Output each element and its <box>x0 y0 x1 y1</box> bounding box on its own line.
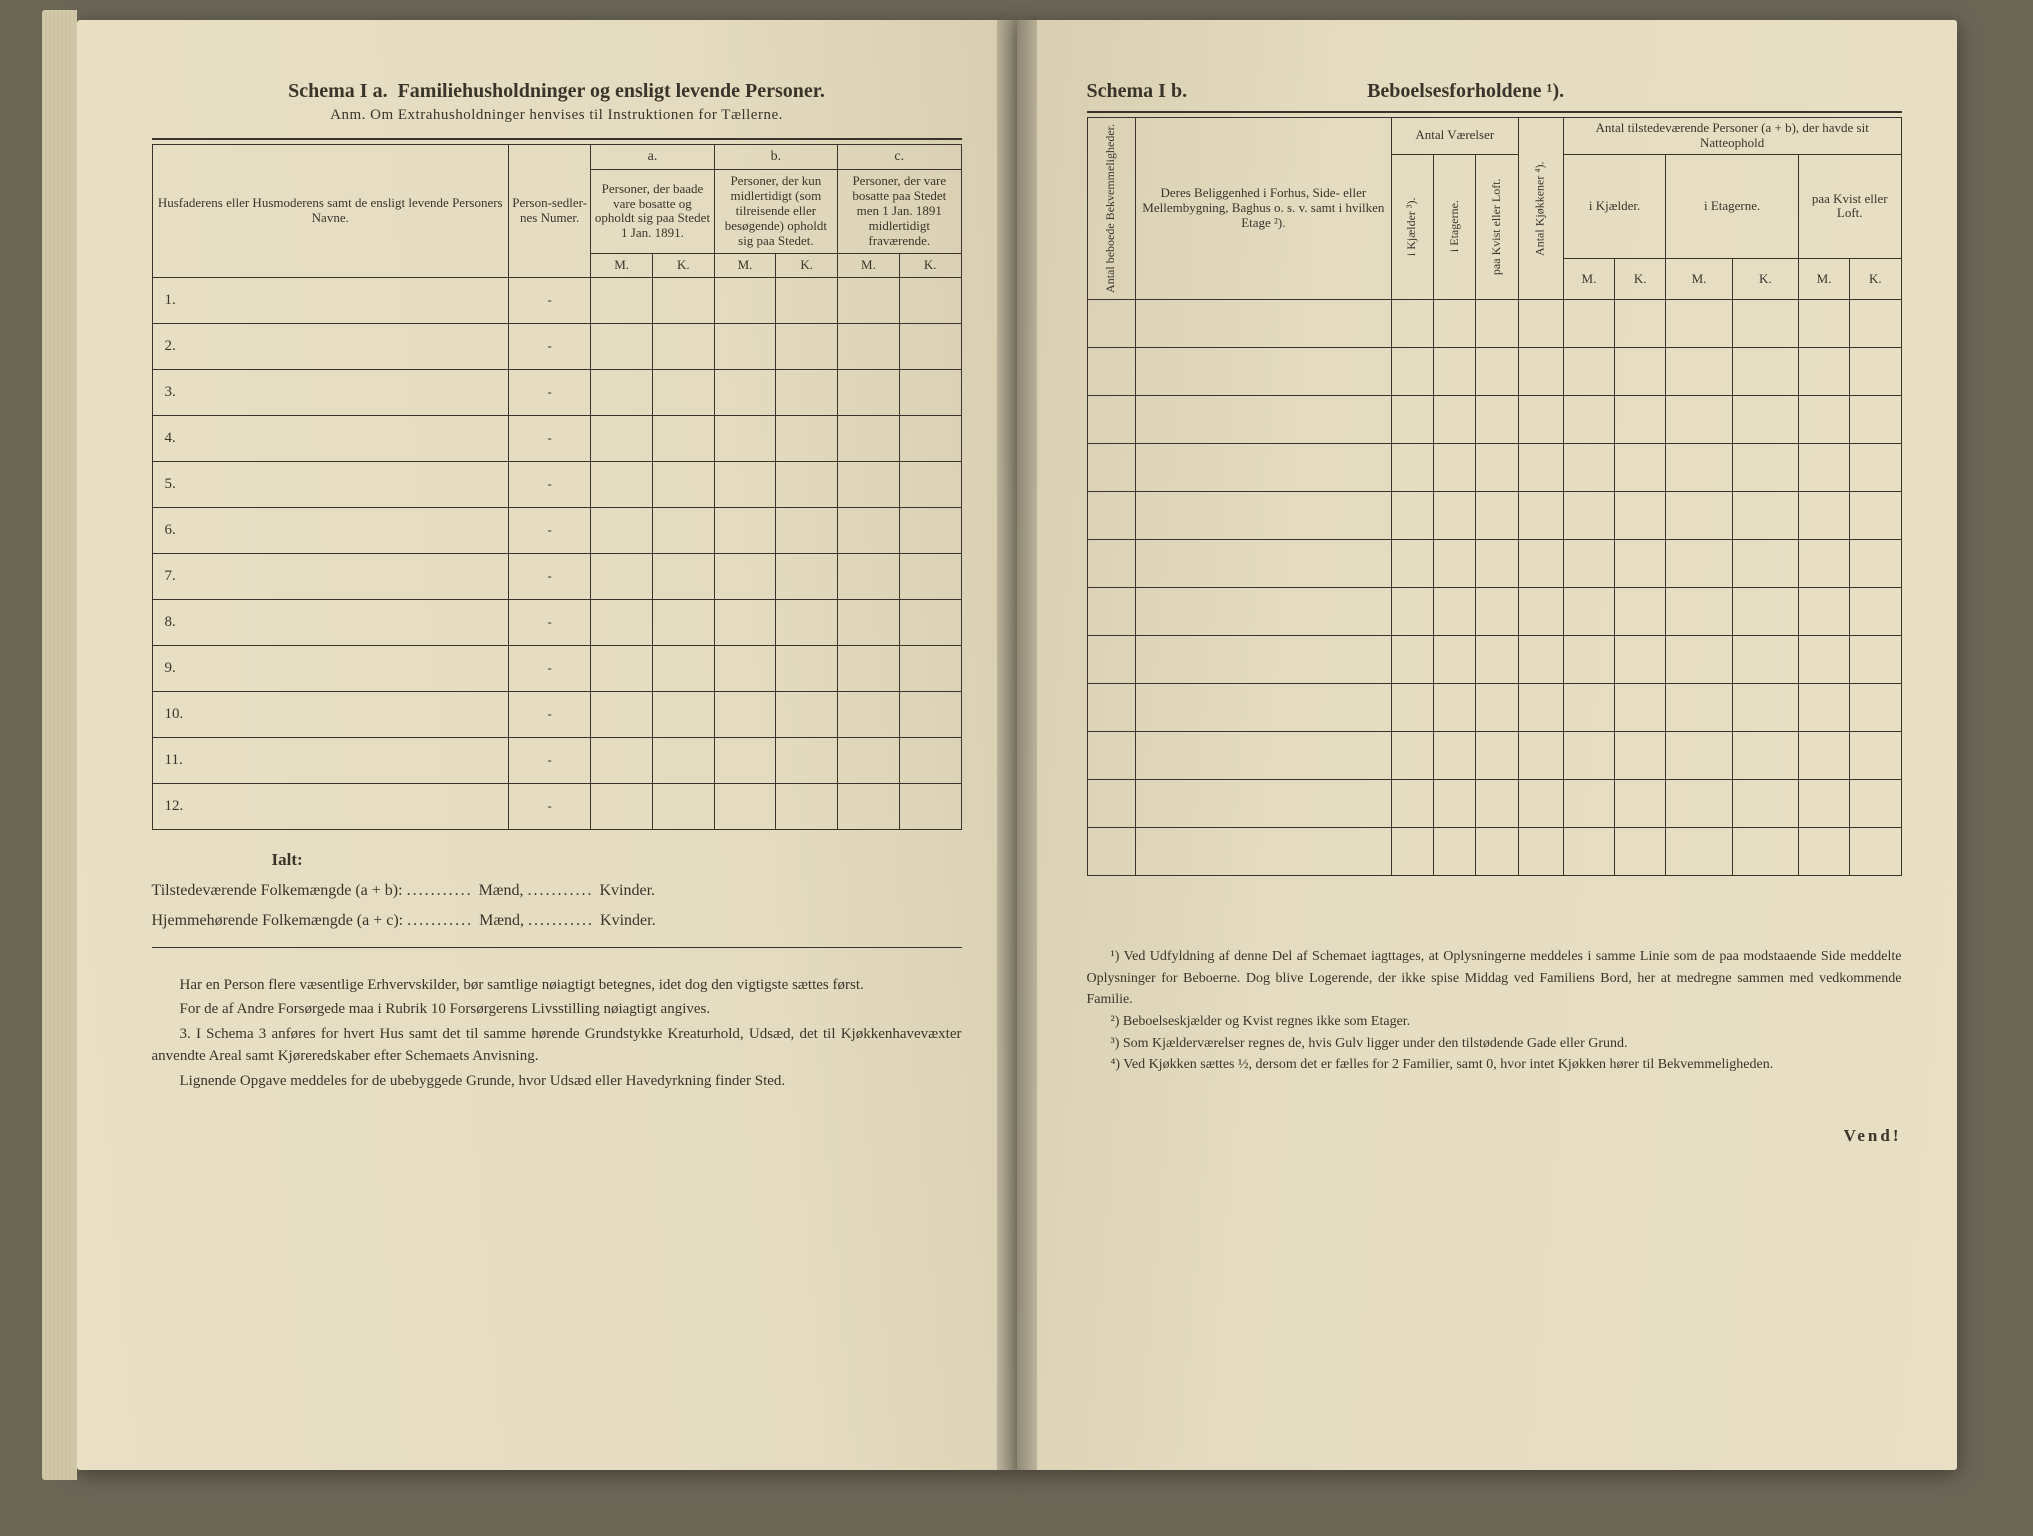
col-a-k: K. <box>652 253 714 277</box>
footnote-1: ¹) Ved Udfyldning af denne Del af Schema… <box>1087 946 1902 1011</box>
note-1: Har en Person flere væsentlige Erhvervsk… <box>152 974 962 997</box>
col-b-k: K. <box>776 253 838 277</box>
group-b: b. <box>714 145 837 170</box>
table-row: 7.- <box>152 553 961 599</box>
left-notes: Har en Person flere væsentlige Erhvervsk… <box>152 974 962 1093</box>
p-kj-m: M. <box>1563 259 1614 300</box>
col-beliggenhed: Deres Beliggenhed i Forhus, Side- eller … <box>1135 118 1391 300</box>
col-b-desc: Personer, der kun midlertidigt (som tilr… <box>714 170 837 254</box>
note-2: For de af Andre Forsørgede maa i Rubrik … <box>152 998 962 1021</box>
table-row <box>1087 827 1901 875</box>
col-p-kjaelder: i Kjælder. <box>1563 154 1666 258</box>
table-row <box>1087 587 1901 635</box>
p-et-k: K. <box>1732 259 1798 300</box>
col-v-kjaelder: i Kjælder ³). <box>1391 154 1433 299</box>
table-row: 8.- <box>152 599 961 645</box>
table-row <box>1087 731 1901 779</box>
col-a-desc: Personer, der baade vare bosatte og opho… <box>591 170 714 254</box>
schema-1b-title: Beboelsesforholdene ¹). <box>1367 80 1564 103</box>
table-row: 1.- <box>152 277 961 323</box>
table-row <box>1087 635 1901 683</box>
page-stack-edge <box>42 10 77 1480</box>
table-row: 6.- <box>152 507 961 553</box>
table-row <box>1087 779 1901 827</box>
table-row: 11.- <box>152 737 961 783</box>
left-page: Schema I a. Familiehusholdninger og ensl… <box>77 20 1017 1470</box>
vend-label: Vend! <box>1087 1126 1902 1146</box>
table-row <box>1087 683 1901 731</box>
note-3: 3. I Schema 3 anføres for hvert Hus samt… <box>152 1023 962 1068</box>
col-v-etagerne: i Etagerne. <box>1434 154 1476 299</box>
group-c: c. <box>838 145 961 170</box>
table-row: 4.- <box>152 415 961 461</box>
table-row: 3.- <box>152 369 961 415</box>
p-kv-k: K. <box>1850 259 1901 300</box>
totals-block: Ialt: Tilstedeværende Folkemængde (a + b… <box>152 844 962 937</box>
footnote-3: ³) Som Kjælderværelser regnes de, hvis G… <box>1087 1033 1902 1055</box>
col-kjokkener: Antal Kjøkkener ⁴). <box>1518 118 1563 300</box>
footnote-2: ²) Beboelseskjælder og Kvist regnes ikke… <box>1087 1011 1902 1033</box>
schema-1b-title-row: Schema I b. Beboelsesforholdene ¹). <box>1087 80 1902 103</box>
right-footnotes: ¹) Ved Udfyldning af denne Del af Schema… <box>1087 946 1902 1076</box>
schema-1b-label: Schema I b. <box>1087 80 1188 103</box>
schema-1a-anm: Anm. Om Extrahusholdninger henvises til … <box>152 107 962 124</box>
schema-1a-table: Husfaderens eller Husmoderens samt de en… <box>152 144 962 830</box>
total-resident: Hjemmehørende Folkemængde (a + c): .....… <box>152 906 962 936</box>
col-c-desc: Personer, der vare bosatte paa Stedet me… <box>838 170 961 254</box>
table-row <box>1087 347 1901 395</box>
col-v-kvist: paa Kvist eller Loft. <box>1476 154 1518 299</box>
col-b-m: M. <box>714 253 776 277</box>
table-row: 10.- <box>152 691 961 737</box>
table-row <box>1087 395 1901 443</box>
col-c-k: K. <box>899 253 961 277</box>
table-row: 2.- <box>152 323 961 369</box>
table-row <box>1087 491 1901 539</box>
ialt-label: Ialt: <box>272 844 962 876</box>
table-row: 9.- <box>152 645 961 691</box>
col-numer: Person-sedler-nes Numer. <box>509 145 591 278</box>
col-p-kvist: paa Kvist eller Loft. <box>1798 154 1901 258</box>
schema-1b-table: Antal beboede Bekvemmeligheder. Deres Be… <box>1087 117 1902 876</box>
col-antal-bekv: Antal beboede Bekvemmeligheder. <box>1087 118 1135 300</box>
p-kj-k: K. <box>1615 259 1666 300</box>
table-row: 12.- <box>152 783 961 829</box>
total-present: Tilstedeværende Folkemængde (a + b): ...… <box>152 876 962 906</box>
footnote-4: ⁴) Ved Kjøkken sættes ½, dersom det er f… <box>1087 1054 1902 1076</box>
p-kv-m: M. <box>1798 259 1849 300</box>
note-4: Lignende Opgave meddeles for de ubebygge… <box>152 1070 962 1093</box>
col-p-etagerne: i Etagerne. <box>1666 154 1799 258</box>
group-a: a. <box>591 145 714 170</box>
schema-1a-title: Schema I a. Familiehusholdninger og ensl… <box>152 80 962 103</box>
grp-vaerelser: Antal Værelser <box>1391 118 1518 155</box>
col-a-m: M. <box>591 253 653 277</box>
table-row <box>1087 539 1901 587</box>
col-c-m: M. <box>838 253 900 277</box>
p-et-m: M. <box>1666 259 1732 300</box>
table-row: 5.- <box>152 461 961 507</box>
col-names: Husfaderens eller Husmoderens samt de en… <box>152 145 509 278</box>
table-row <box>1087 299 1901 347</box>
table-row <box>1087 443 1901 491</box>
book-spread: Schema I a. Familiehusholdninger og ensl… <box>77 20 1957 1470</box>
grp-personer: Antal tilstedeværende Personer (a + b), … <box>1563 118 1901 155</box>
right-page: Schema I b. Beboelsesforholdene ¹). Anta… <box>1017 20 1957 1470</box>
